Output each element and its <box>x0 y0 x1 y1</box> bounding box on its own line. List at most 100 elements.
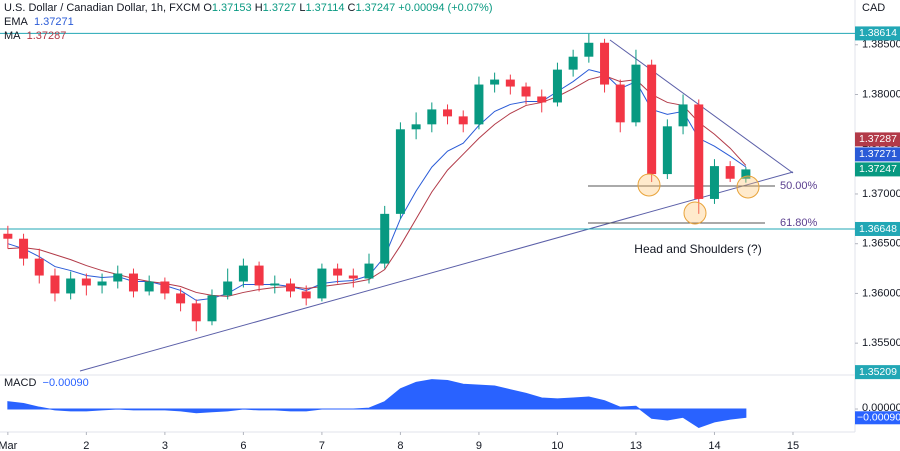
candle-body <box>160 281 170 294</box>
y-tick-label: 1.36000 <box>862 287 900 299</box>
legend-name: MA <box>4 30 21 42</box>
candle-body <box>50 275 60 294</box>
y-tick-label: 1.38500 <box>862 39 900 51</box>
candle-body <box>128 273 138 292</box>
candle-body <box>238 265 248 282</box>
x-tick-label: Mar <box>0 440 18 451</box>
candle-body <box>97 281 107 286</box>
ma-row: MA 1.37287 <box>4 29 492 43</box>
candle-body <box>568 56 578 70</box>
price-badge-label: 1.37287 <box>859 133 897 145</box>
candle-body <box>176 293 186 304</box>
candle-body <box>34 258 44 276</box>
candle-body <box>19 238 29 259</box>
macd-name: MACD <box>4 377 37 389</box>
symbol-title: U.S. Dollar / Canadian Dollar, 1h, FXCM <box>4 2 201 14</box>
label: H <box>254 2 263 14</box>
candle-body <box>395 129 405 214</box>
candle-body <box>600 42 610 85</box>
value: 1.37247 <box>355 2 396 14</box>
candle-body <box>66 278 76 294</box>
price-badge-label: 1.37271 <box>859 148 897 160</box>
candle-body <box>270 283 280 286</box>
level-badge <box>855 221 900 236</box>
shoulder-marker <box>637 173 661 197</box>
y-tick-label: 1.38000 <box>862 88 900 100</box>
y-tick-label: 1.37000 <box>862 188 900 200</box>
trend-line <box>79 171 794 372</box>
candle-body <box>301 291 311 299</box>
macd-area <box>7 379 747 428</box>
candle-body <box>364 263 374 279</box>
value: 1.37114 <box>305 2 345 14</box>
candle-body <box>505 79 515 87</box>
candle-body <box>317 268 327 299</box>
x-tick-label: 6 <box>240 440 246 451</box>
x-tick-label: 15 <box>787 440 799 451</box>
macd-badge-label: −0.00090 <box>857 412 900 424</box>
candle-body <box>709 166 719 199</box>
candle-body <box>223 281 233 296</box>
level-badge <box>855 26 900 41</box>
candle-body <box>662 126 672 175</box>
ohlc-row: U.S. Dollar / Canadian Dollar, 1h, FXCM … <box>4 1 492 15</box>
candle-body <box>490 79 500 85</box>
macd-tick-label: 0.00000 <box>862 402 900 414</box>
pattern-label: Head and Shoulders (?) <box>634 242 761 256</box>
x-tick-label: 10 <box>551 440 563 451</box>
candle-body <box>348 275 358 279</box>
candle-body <box>254 265 264 286</box>
candle-body <box>285 283 295 292</box>
level-badge-label: 1.35209 <box>859 366 897 378</box>
candle-body <box>521 86 531 97</box>
candle-body <box>411 124 421 130</box>
candle-body <box>725 166 735 179</box>
y-tick-label: 1.36500 <box>862 238 900 250</box>
price-badge <box>855 147 900 162</box>
x-tick-label: 14 <box>708 440 720 451</box>
level-badge <box>855 365 900 380</box>
candle-body <box>207 295 217 322</box>
x-tick-label: 9 <box>476 440 482 451</box>
price-badge-label: 1.37247 <box>859 163 897 175</box>
fib-label: 61.80% <box>780 217 818 229</box>
legend-value: 1.37271 <box>33 16 74 28</box>
candle-body <box>552 69 562 103</box>
x-tick-label: 7 <box>319 440 325 451</box>
x-tick-label: 2 <box>83 440 89 451</box>
ema-row: EMA 1.37271 <box>4 15 492 29</box>
label: O <box>203 2 212 14</box>
fib-label: 50.00% <box>780 180 818 192</box>
candle-body <box>191 303 201 322</box>
candle-body <box>678 104 688 127</box>
x-tick-label: 8 <box>397 440 403 451</box>
x-tick-label: 3 <box>162 440 168 451</box>
candle-body <box>458 116 468 125</box>
change: +0.00094 (+0.07%) <box>398 2 493 14</box>
price-badge <box>855 162 900 177</box>
candle-body <box>631 64 641 123</box>
label: C <box>347 2 356 14</box>
candle-body <box>3 233 13 239</box>
candle-body <box>443 109 453 117</box>
shoulder-marker <box>736 175 760 199</box>
candle-body <box>694 104 704 199</box>
macd-legend: MACD −0.00090 <box>4 377 89 389</box>
level-badge-label: 1.38614 <box>859 27 897 39</box>
x-tick-label: 13 <box>630 440 642 451</box>
macd-value: −0.00090 <box>42 377 89 389</box>
candle-body <box>647 64 657 175</box>
candle-body <box>615 84 625 123</box>
price-badge <box>855 132 900 147</box>
marks: Mar236789101314151.385001.380001.375001.… <box>0 26 900 451</box>
value: 1.37153 <box>211 2 252 14</box>
candle-body <box>144 281 154 292</box>
legend-value: 1.37287 <box>26 30 67 42</box>
label: L <box>299 2 306 14</box>
candle-body <box>474 84 484 125</box>
candle-body <box>537 96 547 103</box>
head-marker <box>683 201 707 225</box>
candle-body <box>113 273 123 282</box>
